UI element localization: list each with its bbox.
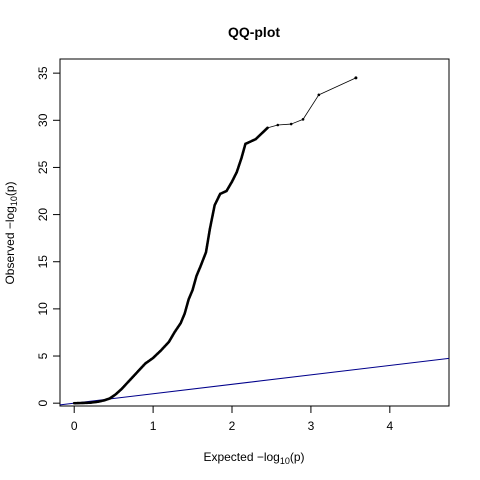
y-tick-label: 35 xyxy=(36,66,50,80)
x-tick-label: 4 xyxy=(386,419,393,433)
y-tick-label: 0 xyxy=(36,400,50,407)
x-axis: 0 1 2 3 4 xyxy=(71,405,393,433)
x-tick-label: 1 xyxy=(150,419,157,433)
reference-line xyxy=(60,357,449,406)
x-tick-label: 2 xyxy=(229,419,236,433)
data-point xyxy=(354,76,358,80)
data-points xyxy=(72,76,358,405)
x-tick-label: 3 xyxy=(308,419,315,433)
data-segment xyxy=(302,94,320,120)
data-segment xyxy=(318,77,357,96)
y-tick-label: 10 xyxy=(36,302,50,316)
y-tick-label: 20 xyxy=(36,208,50,222)
y-tick-label: 5 xyxy=(36,352,50,359)
x-tick-label: 0 xyxy=(71,419,78,433)
plot-frame xyxy=(59,58,450,407)
data-segment xyxy=(277,123,292,126)
y-axis: 0 5 10 15 20 25 30 35 xyxy=(36,66,61,407)
chart-title: QQ-plot xyxy=(228,24,280,40)
y-tick-label: 25 xyxy=(36,160,50,174)
y-tick-label: 30 xyxy=(36,113,50,127)
data-segment xyxy=(267,124,278,129)
data-segment xyxy=(291,118,304,125)
y-tick-label: 15 xyxy=(36,255,50,269)
x-axis-label: Expected −log10(p) xyxy=(203,450,304,466)
y-axis-label: Observed −log10(p) xyxy=(3,181,19,284)
